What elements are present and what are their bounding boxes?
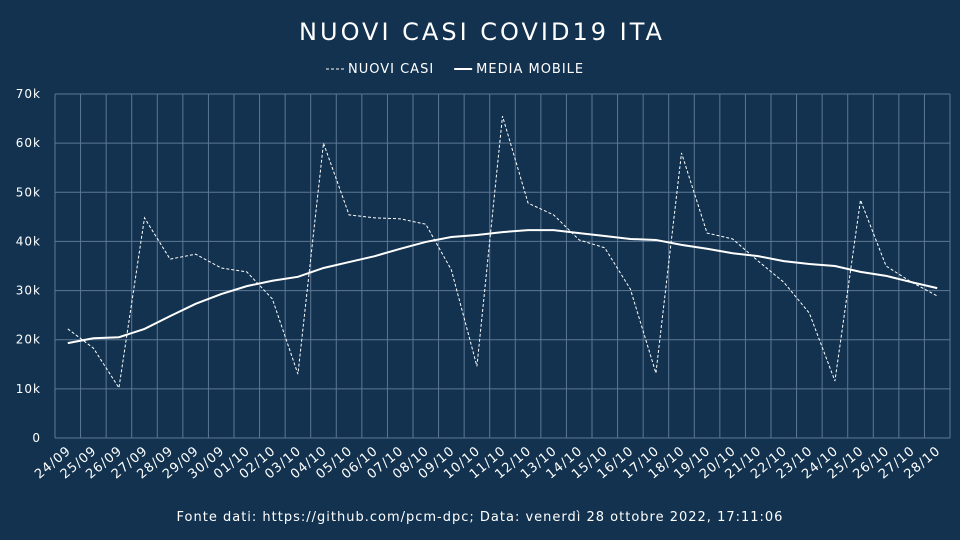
line-series: [67, 229, 938, 345]
y-tick-label: 30k: [16, 284, 41, 298]
y-tick-label: 60k: [16, 136, 41, 150]
y-tick-label: 20k: [16, 333, 41, 347]
legend-label: NUOVI CASI: [348, 62, 434, 77]
y-tick-label: 10k: [16, 382, 41, 396]
y-tick-label: 0: [32, 431, 41, 445]
y-tick-label: 70k: [16, 87, 41, 101]
legend-label: MEDIA MOBILE: [476, 62, 584, 77]
y-tick-label: 50k: [16, 185, 41, 199]
y-tick-label: 40k: [16, 234, 41, 248]
footer: Fonte dati: https://github.com/pcm-dpc; …: [177, 510, 784, 525]
line-series: [67, 115, 938, 390]
chart-title: NUOVI CASI COVID19 ITA: [299, 18, 665, 46]
